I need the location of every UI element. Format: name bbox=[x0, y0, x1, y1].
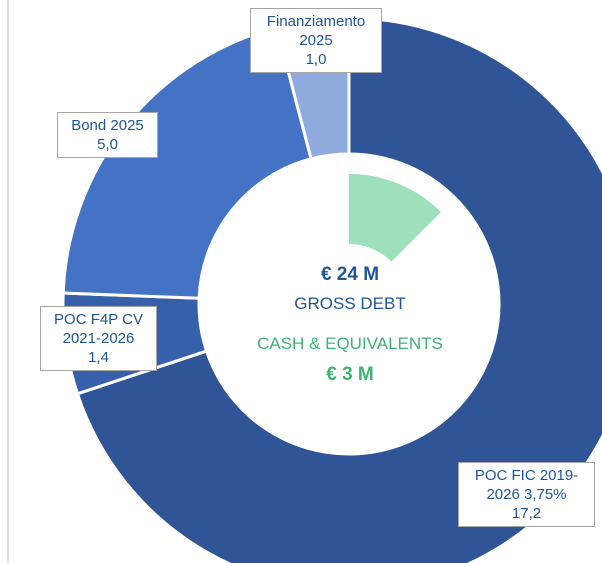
donut-segment bbox=[75, 16, 602, 563]
gross-label: GROSS DEBT bbox=[294, 294, 406, 313]
gross-value: € 24 M bbox=[320, 264, 380, 285]
cash-label: CASH & EQUIVALENTS bbox=[257, 334, 443, 353]
label-box: POC FIC 2019-2026 3,75% 17,2 bbox=[458, 462, 595, 527]
label: POC F4P CV 2021-2026 bbox=[54, 311, 143, 347]
label: Finanziamento 2025 bbox=[266, 13, 366, 49]
cash-value: € 3 M bbox=[326, 364, 374, 385]
value-label: 5,0 bbox=[97, 136, 118, 153]
label-box: POC F4P CV 2021-2026 1,4 bbox=[40, 306, 157, 371]
cash-wedge bbox=[349, 174, 441, 262]
value-label: 1,4 bbox=[88, 349, 109, 366]
label: Bond 2025 bbox=[71, 117, 144, 134]
value-label: 1,0 bbox=[305, 51, 327, 68]
label: POC FIC 2019-2026 3,75% bbox=[474, 467, 579, 503]
label-box: Finanziamento 2025 1,0 bbox=[250, 8, 382, 73]
value-label: 17,2 bbox=[511, 505, 542, 522]
label-box: Bond 2025 5,0 bbox=[57, 112, 158, 158]
